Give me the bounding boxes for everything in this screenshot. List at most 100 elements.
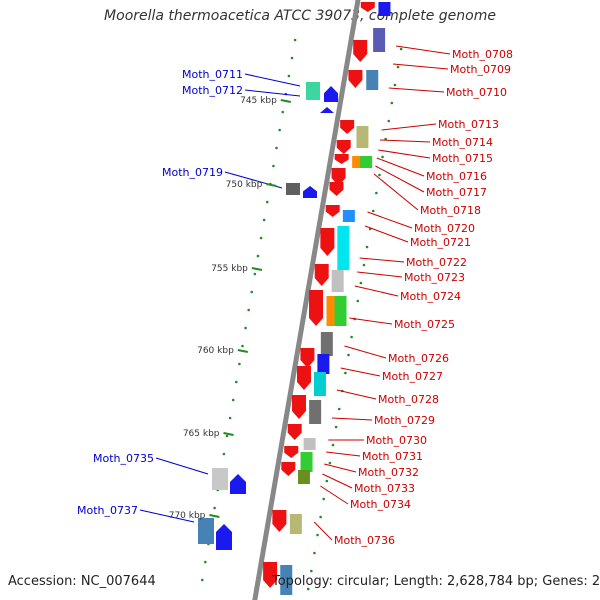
guide-dot [381,155,384,159]
scale-tick-label: 755 kbp [211,264,248,274]
gene-arrow [320,107,334,113]
gene-arrow [331,168,346,186]
genome-backbone [252,0,361,600]
gene-label: Moth_0733 [354,482,415,495]
gene-label: Moth_0724 [400,290,461,303]
gene-label: Moth_0732 [358,466,419,479]
gene-box [289,514,302,534]
gene-leader-line [344,345,387,359]
gene-arrow [230,474,246,494]
guide-dot [344,371,347,375]
gene-label: Moth_0730 [366,434,427,447]
gene-box [378,2,391,16]
gene-leader-line [381,123,437,131]
gene-leader-line [313,521,333,541]
gene-box [300,452,313,472]
guide-dot [362,263,366,267]
gene-label: Moth_0723 [404,271,465,284]
gene-label: Moth_0722 [406,256,467,269]
guide-dot [247,308,250,312]
gene-arrow [360,2,375,12]
gene-arrow [216,524,232,550]
gene-leader-line [324,463,357,473]
gene-label: Moth_0712 [182,84,243,97]
gene-leader-line [367,211,413,229]
scale-tick-label: 745 kbp [240,96,277,106]
gene-arrow [325,205,340,217]
gene-box [360,156,373,168]
guide-dot [378,173,381,177]
gene-arrow [263,562,278,588]
guide-dot [390,101,394,105]
gene-label: Moth_0713 [438,118,499,131]
guide-dot [319,515,322,519]
gene-arrow [309,290,324,326]
scale-tick-label: 750 kbp [226,180,263,190]
guide-dot [337,407,341,411]
guide-dot [287,74,291,78]
guide-dot [231,398,235,402]
guide-dot [322,497,326,501]
guide-dot [228,416,232,420]
guide-dot [265,200,269,204]
gene-arrow [296,366,311,390]
gene-leader-line [392,63,449,70]
gene-leader-line [244,73,301,87]
gene-leader-line [349,317,393,325]
scale-tick-label: 760 kbp [197,346,234,356]
guide-dot [334,425,338,429]
gene-label: Moth_0734 [350,498,411,511]
gene-arrow [300,348,315,368]
gene-label: Moth_0729 [374,414,435,427]
gene-label: Moth_0727 [382,370,443,383]
gene-arrow [281,462,296,476]
gene-leader-line [373,173,419,211]
gene-arrow [272,510,287,532]
gene-leader-line [139,509,195,523]
gene-leader-line [155,457,209,475]
gene-label: Moth_0716 [426,170,487,183]
gene-box [342,210,355,222]
guide-dot [225,434,229,438]
accession-label: Accession: NC_007644 [8,574,156,589]
guide-dot [359,281,363,285]
guide-dot [306,587,310,591]
gene-box [320,332,333,356]
guide-dot [356,299,360,303]
gene-box [356,126,369,148]
guide-dot [213,506,216,510]
scale-tick [251,267,263,271]
guide-dot [241,344,244,348]
guide-dot [396,65,400,69]
gene-arrow [324,86,338,102]
gene-label: Moth_0717 [426,186,487,199]
gene-label: Moth_0715 [432,152,493,165]
gene-label: Moth_0721 [410,236,471,249]
gene-leader-line [320,485,349,505]
gene-arrow [329,182,344,196]
gene-label: Moth_0725 [394,318,455,331]
gene-box [309,400,322,424]
gene-leader-line [340,367,381,377]
gene-label: Moth_0737 [77,504,138,517]
gene-arrow [336,140,351,154]
gene-arrow [320,228,335,256]
gene-arrow [353,40,368,62]
guide-dot [244,326,247,330]
gene-leader-line [388,87,445,93]
guide-dot [222,452,226,456]
scale-tick [209,514,220,518]
gene-box [366,70,379,90]
guide-dot [365,245,369,249]
gene-leader-line [359,257,405,263]
gene-box [337,226,350,270]
gene-box [280,565,293,595]
gene-arrow [348,70,363,88]
scale-tick [237,349,248,353]
guide-dot [272,164,275,168]
gene-box [331,270,344,292]
gene-leader-line [336,389,377,400]
gene-arrow [291,395,306,419]
guide-dot [347,353,350,357]
